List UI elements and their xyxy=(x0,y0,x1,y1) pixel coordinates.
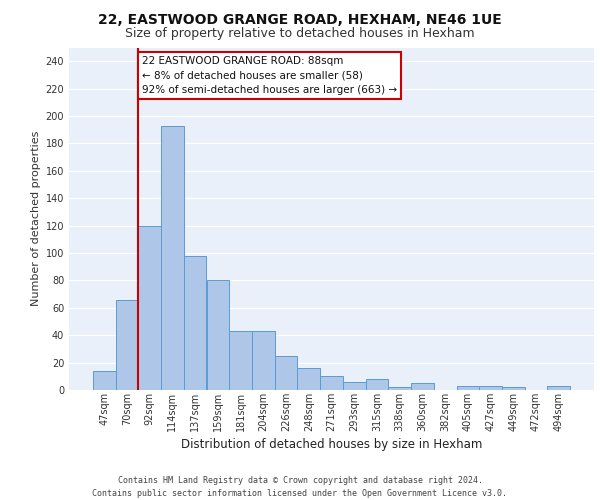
Bar xyxy=(184,256,206,390)
Bar xyxy=(320,376,343,390)
Bar xyxy=(275,356,298,390)
Bar xyxy=(388,388,411,390)
Bar xyxy=(252,331,275,390)
Bar xyxy=(547,386,570,390)
Bar xyxy=(161,126,184,390)
Bar xyxy=(116,300,139,390)
Bar xyxy=(343,382,365,390)
Bar xyxy=(457,386,479,390)
Bar xyxy=(206,280,229,390)
Text: Contains HM Land Registry data © Crown copyright and database right 2024.: Contains HM Land Registry data © Crown c… xyxy=(118,476,482,485)
Text: 22 EASTWOOD GRANGE ROAD: 88sqm
← 8% of detached houses are smaller (58)
92% of s: 22 EASTWOOD GRANGE ROAD: 88sqm ← 8% of d… xyxy=(142,56,397,96)
Y-axis label: Number of detached properties: Number of detached properties xyxy=(31,131,41,306)
X-axis label: Distribution of detached houses by size in Hexham: Distribution of detached houses by size … xyxy=(181,438,482,450)
Bar xyxy=(229,331,252,390)
Text: Size of property relative to detached houses in Hexham: Size of property relative to detached ho… xyxy=(125,28,475,40)
Text: Contains public sector information licensed under the Open Government Licence v3: Contains public sector information licen… xyxy=(92,488,508,498)
Bar xyxy=(298,368,320,390)
Bar xyxy=(502,388,524,390)
Text: 22, EASTWOOD GRANGE ROAD, HEXHAM, NE46 1UE: 22, EASTWOOD GRANGE ROAD, HEXHAM, NE46 1… xyxy=(98,12,502,26)
Bar xyxy=(365,379,388,390)
Bar xyxy=(139,226,161,390)
Bar xyxy=(479,386,502,390)
Bar xyxy=(93,371,116,390)
Bar xyxy=(411,383,434,390)
